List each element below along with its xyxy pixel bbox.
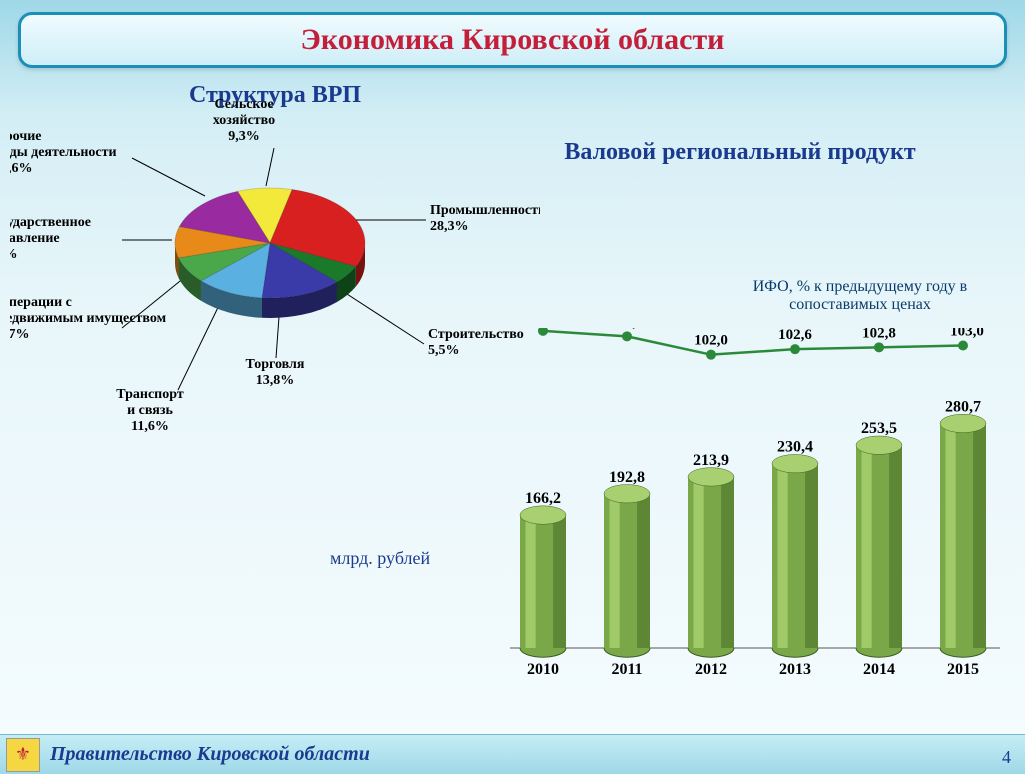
pie-slice-label: Прочиевиды деятельности14,6% — [10, 129, 117, 176]
bar-highlight — [862, 445, 872, 648]
bar-value-label: 192,8 — [609, 469, 645, 486]
line-marker — [874, 342, 884, 352]
year-label: 2010 — [527, 661, 559, 678]
bar-chart-svg: 166,2 2010 192,8 2011 213,9 2012 230,4 2013 253,… — [480, 328, 1000, 688]
leader-line — [132, 158, 205, 196]
bar-chart-region: Валовой региональный продукт ИФО, % к пр… — [470, 138, 1010, 698]
year-label: 2015 — [947, 661, 979, 678]
bar-cap — [604, 485, 650, 503]
bar-shade — [721, 477, 734, 648]
bar-shade — [889, 445, 902, 648]
pie-slice-label: Транспорти связь11,6% — [116, 387, 184, 434]
title-bar: Экономика Кировской области — [18, 12, 1007, 68]
bar-value-label: 230,4 — [777, 439, 813, 456]
line-marker — [958, 341, 968, 351]
pie-chart-region: Структура ВРП Сельскоехозяйство9,3%Промы… — [10, 78, 540, 528]
year-label: 2014 — [863, 661, 895, 678]
bar-shade — [973, 423, 986, 648]
year-label: 2011 — [611, 661, 642, 678]
bar-highlight — [610, 494, 620, 648]
content-area: Структура ВРП Сельскоехозяйство9,3%Промы… — [0, 68, 1025, 688]
line-value-label: 102,8 — [862, 328, 896, 341]
line-marker — [706, 350, 716, 360]
unit-label: млрд. рублей — [330, 548, 430, 569]
bar-cap — [856, 436, 902, 454]
line-value-label: 102,0 — [694, 333, 728, 349]
bar-value-label: 280,7 — [945, 398, 981, 415]
bar-cap — [688, 468, 734, 486]
line-series — [543, 331, 963, 355]
footer-bar: ⚜ Правительство Кировской области — [0, 734, 1025, 774]
pie-slice-label: Сельскоехозяйство9,3% — [213, 97, 275, 144]
pie-slice-label: Торговля13,8% — [246, 357, 305, 388]
region-emblem-icon: ⚜ — [6, 738, 40, 772]
bar-shade — [553, 515, 566, 648]
pie-slice-label: Государственноеуправление9,2% — [10, 215, 91, 262]
bar-highlight — [526, 515, 536, 648]
bar-value-label: 213,9 — [693, 452, 729, 469]
pie-chart-svg: Сельскоехозяйство9,3%Промышленность28,3%… — [10, 78, 540, 498]
line-marker — [790, 344, 800, 354]
bar-shade — [637, 494, 650, 648]
bar-shade — [805, 464, 818, 648]
line-value-label: 102,6 — [778, 328, 812, 343]
bar-highlight — [946, 423, 956, 648]
line-value-label: 104,0 — [610, 328, 644, 330]
page-title: Экономика Кировской области — [301, 23, 725, 57]
leader-line — [266, 148, 274, 186]
page-number: 4 — [1002, 747, 1011, 768]
footer-text: Правительство Кировской области — [50, 743, 370, 766]
bar-value-label: 166,2 — [525, 490, 561, 507]
line-marker — [538, 328, 548, 336]
bar-value-label: 253,5 — [861, 420, 897, 437]
bar-highlight — [778, 464, 788, 648]
bar-cap — [940, 414, 986, 432]
bar-highlight — [694, 477, 704, 648]
pie-slice-label: Операции снедвижимым имуществом7,7% — [10, 295, 167, 342]
year-label: 2013 — [779, 661, 811, 678]
line-value-label: 103,0 — [950, 328, 984, 340]
bar-chart-title: Валовой региональный продукт — [490, 138, 990, 167]
line-marker — [622, 331, 632, 341]
bar-cap — [772, 454, 818, 472]
line-subtitle: ИФО, % к предыдущему году в сопоставимых… — [730, 278, 990, 314]
year-label: 2012 — [695, 661, 727, 678]
bar-cap — [520, 506, 566, 524]
